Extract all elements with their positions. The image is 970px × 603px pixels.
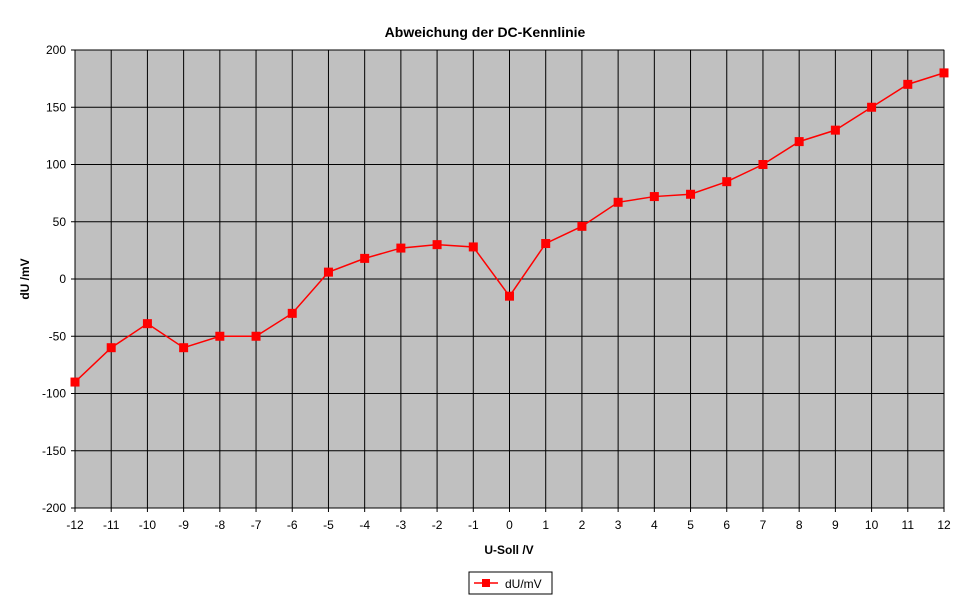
data-point (323, 267, 333, 277)
data-point (432, 240, 442, 250)
data-point (613, 197, 623, 207)
x-tick-label: -11 (103, 518, 120, 532)
y-tick-label: 0 (59, 272, 66, 286)
x-tick-label: 10 (865, 518, 879, 532)
data-point (505, 291, 514, 301)
data-point (649, 192, 659, 202)
x-tick-label: 12 (937, 518, 951, 532)
data-point (722, 177, 732, 187)
data-point (686, 189, 696, 199)
x-tick-label: -7 (251, 518, 262, 532)
x-tick-label: 9 (832, 518, 839, 532)
data-point (142, 319, 152, 329)
data-point (287, 308, 297, 318)
data-point (577, 221, 587, 231)
x-tick-label: -4 (359, 518, 370, 532)
data-point (179, 343, 189, 353)
y-tick-label: 200 (46, 43, 66, 57)
x-tick-label: 6 (723, 518, 730, 532)
x-tick-label: 8 (796, 518, 803, 532)
x-axis: -12 -11 -10 -9 -8 -7 -6 -5 -4 -3 -2 -1 0 1 2 3 4 5 6 7 8 9 10 1… (66, 507, 951, 532)
data-point (70, 377, 80, 387)
data-point (468, 242, 478, 252)
y-tick-label: 150 (46, 100, 66, 114)
x-axis-label: U-Soll /V (484, 543, 533, 557)
x-tick-label: 0 (506, 518, 513, 532)
data-point (903, 79, 913, 89)
data-point (758, 160, 768, 169)
x-tick-label: 2 (579, 518, 586, 532)
data-point (360, 253, 370, 263)
y-axis-label: dU /mV (18, 258, 32, 299)
x-tick-label: 5 (687, 518, 694, 532)
data-point (541, 239, 551, 249)
x-tick-label: -1 (468, 518, 479, 532)
x-tick-label: -2 (432, 518, 443, 532)
x-tick-label: -10 (139, 518, 157, 532)
y-tick-label: 100 (46, 158, 66, 172)
legend-marker (482, 579, 490, 587)
x-tick-label: -8 (214, 518, 225, 532)
x-tick-label: -12 (66, 518, 84, 532)
legend-label: dU/mV (505, 577, 542, 591)
y-tick-label: -50 (49, 329, 67, 343)
legend-box (468, 571, 553, 595)
data-point (830, 125, 840, 135)
x-tick-label: -6 (287, 518, 298, 532)
data-point (794, 137, 804, 147)
data-point (251, 331, 261, 341)
data-point (939, 68, 949, 78)
data-point (215, 331, 225, 341)
y-tick-label: -200 (42, 501, 66, 515)
legend: dU/mV (468, 571, 553, 595)
x-tick-label: 11 (902, 518, 915, 532)
data-point (867, 102, 877, 112)
x-tick-label: 4 (651, 518, 658, 532)
x-tick-label: 7 (760, 518, 767, 532)
data-point (396, 243, 406, 253)
x-tick-label: -3 (396, 518, 407, 532)
x-tick-label: -9 (178, 518, 189, 532)
y-tick-label: -100 (42, 387, 66, 401)
chart-title: Abweichung der DC-Kennlinie (385, 24, 586, 40)
x-tick-label: 1 (542, 518, 549, 532)
series-layer (70, 68, 949, 387)
y-tick-label: -150 (42, 444, 66, 458)
x-tick-label: -5 (323, 518, 334, 532)
y-axis: 200 150 100 50 0 -50 -100 -150 -200 (42, 43, 76, 515)
y-tick-label: 50 (53, 215, 67, 229)
x-tick-label: 3 (615, 518, 622, 532)
data-point (106, 343, 116, 353)
